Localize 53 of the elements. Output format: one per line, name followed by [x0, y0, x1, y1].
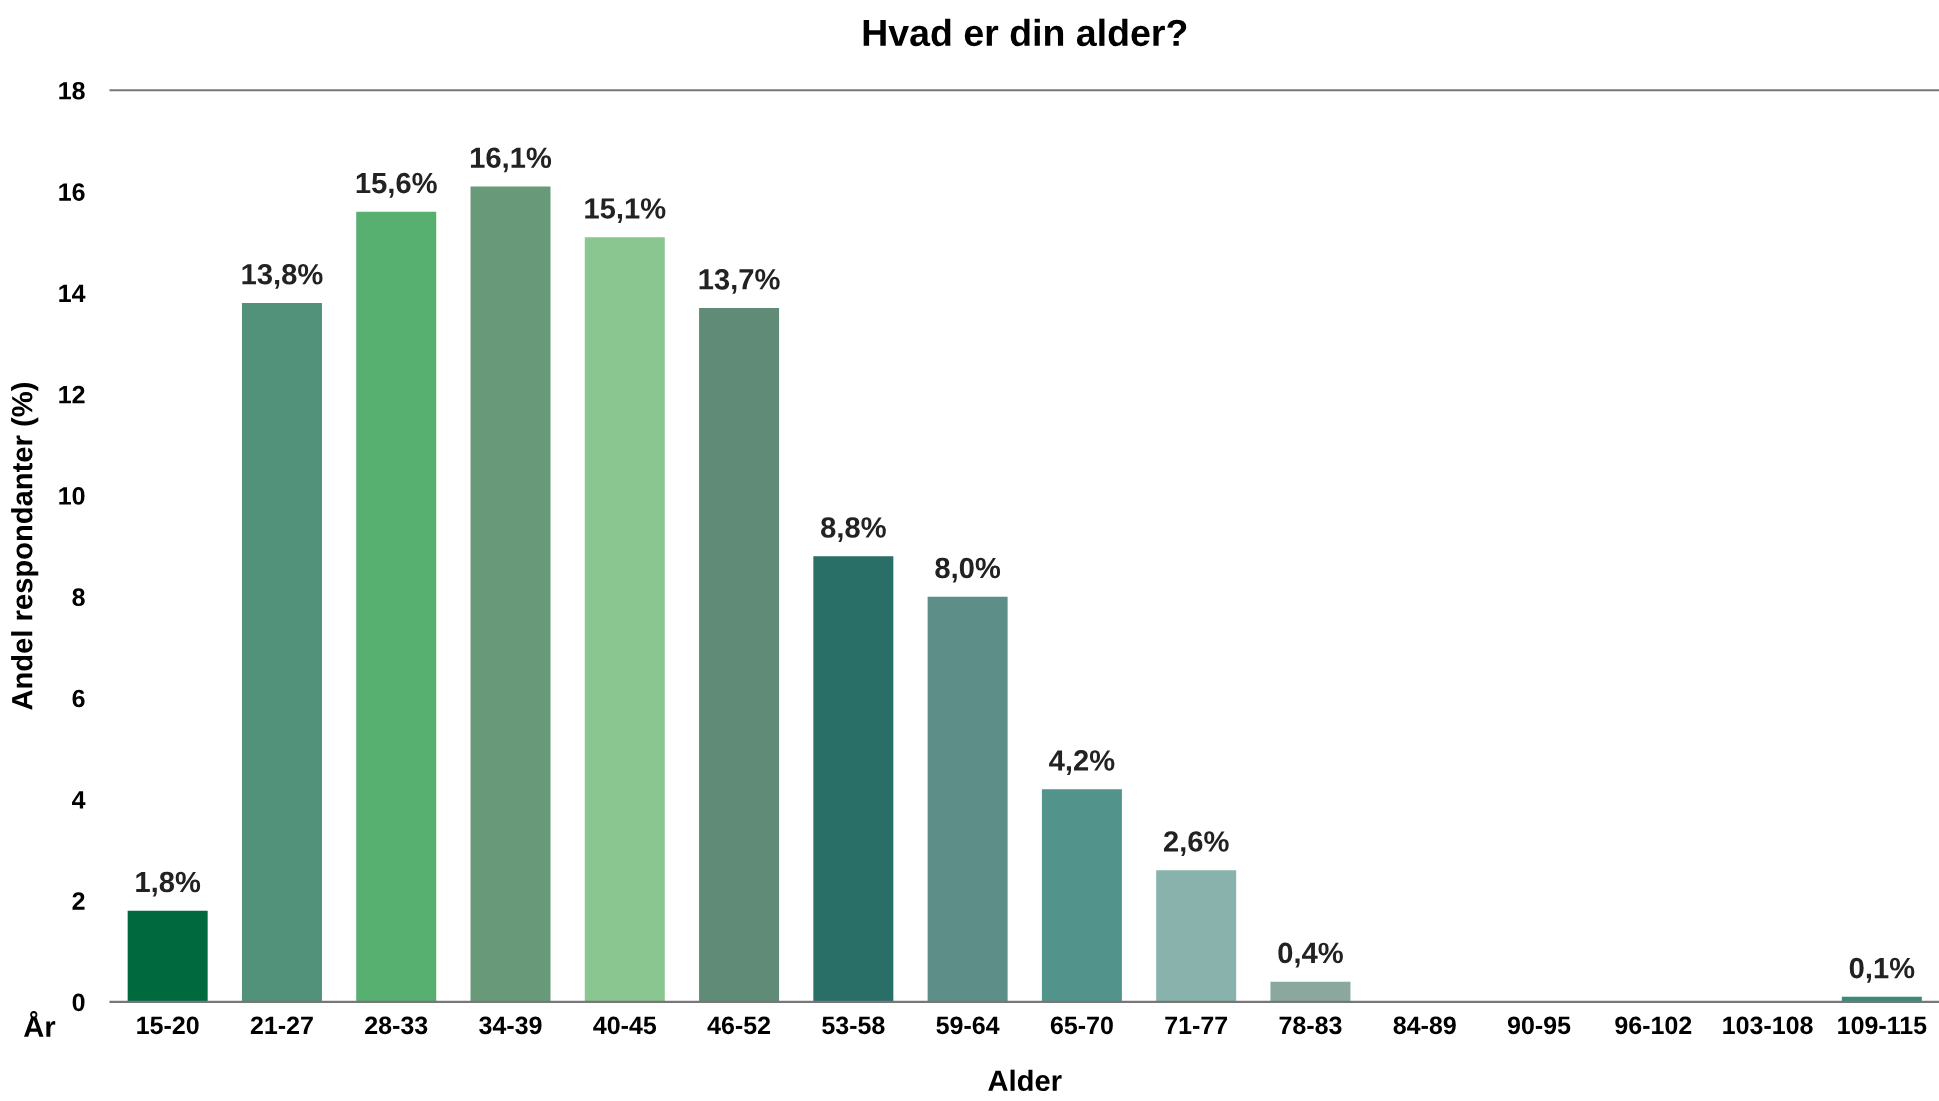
bar	[927, 596, 1008, 1002]
bar	[241, 303, 322, 1002]
data-label: 0,1%	[1849, 957, 1915, 983]
y-tick-label: 6	[72, 689, 85, 708]
bar	[1270, 981, 1351, 1002]
data-label: 8,0%	[935, 557, 1001, 583]
y-axis-title: Andel respondanter (%)	[11, 383, 39, 710]
data-label: 15,1%	[585, 198, 666, 223]
data-label: 15,6%	[356, 172, 437, 198]
data-label: 13,7%	[699, 268, 780, 294]
y-tick-label: 14	[59, 284, 86, 302]
bar	[584, 237, 665, 1002]
x-tick-label: 96-102	[1615, 1016, 1692, 1035]
x-tick-label: 84-89	[1393, 1016, 1456, 1035]
y-tick-label: 8	[72, 588, 85, 607]
y-tick-label: 12	[59, 385, 85, 404]
x-tick-label: 40-45	[593, 1016, 657, 1035]
x-tick-label: 21-27	[250, 1016, 313, 1034]
y-tick-label: 16	[59, 183, 85, 201]
data-label: 13,8%	[242, 263, 323, 289]
x-tick-label: 90-95	[1507, 1016, 1571, 1035]
data-label: 4,2%	[1049, 750, 1115, 775]
y-tick-label: 0	[72, 993, 85, 1012]
data-label: 0,4%	[1278, 942, 1343, 968]
x-tick-label: 78-83	[1279, 1016, 1342, 1035]
bar	[127, 910, 208, 1002]
y-tick-label: 2	[72, 892, 85, 910]
bar	[1041, 789, 1122, 1002]
x-tick-label: 53-58	[822, 1016, 885, 1035]
bar	[813, 556, 894, 1002]
y-tick-label: 18	[59, 81, 85, 100]
x-axis-title: Alder	[988, 1069, 1062, 1092]
y-tick-label: 4	[72, 791, 86, 809]
data-label: 1,8%	[136, 871, 201, 897]
bar	[470, 186, 551, 1002]
data-label: 16,1%	[470, 147, 552, 173]
x-tick-label: 109-115	[1838, 1016, 1927, 1035]
x-tick-label: 71-77	[1165, 1016, 1228, 1034]
text: År	[23, 1011, 56, 1037]
bar	[1156, 870, 1237, 1002]
data-label: 2,6%	[1163, 831, 1229, 857]
x-tick-label: 34-39	[479, 1016, 542, 1035]
x-tick-label: 65-70	[1050, 1016, 1113, 1035]
x-tick-label: 103-108	[1723, 1016, 1813, 1035]
data-label: 8,8%	[821, 517, 886, 543]
y-tick-label: 10	[59, 487, 85, 505]
x-tick-label: 28-33	[365, 1016, 428, 1035]
chart-title: Hvad er din alder?	[863, 18, 1187, 47]
x-tick-label: 46-52	[707, 1016, 771, 1035]
bar	[699, 308, 780, 1002]
x-tick-label: 15-20	[137, 1016, 199, 1035]
x-tick-label: 59-64	[936, 1016, 1000, 1035]
bar	[356, 211, 437, 1002]
